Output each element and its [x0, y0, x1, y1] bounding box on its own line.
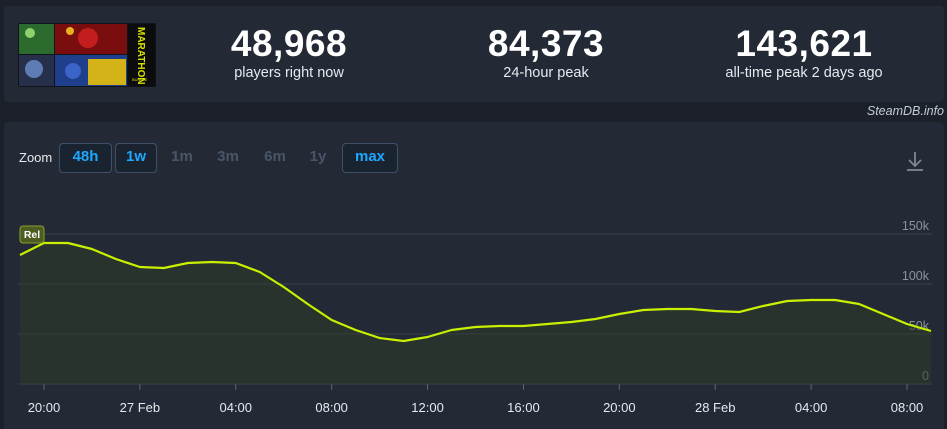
x-tick-label: 08:00	[891, 400, 924, 415]
download-button[interactable]	[904, 149, 926, 173]
x-tick-label: 27 Feb	[120, 400, 160, 415]
peak24-label: 24-hour peak	[503, 65, 589, 81]
zoom-label: Zoom	[19, 150, 53, 165]
y-tick-label: 150k	[902, 219, 930, 233]
current-players-stat: 48,968 players right now	[204, 24, 374, 82]
alltime-peak-label: all-time peak 2 days ago	[725, 65, 883, 81]
x-tick-label: 16:00	[507, 400, 540, 415]
zoom-max-button[interactable]: max	[342, 143, 398, 173]
zoom-48h-button[interactable]: 48h	[59, 143, 112, 173]
peak24-value: 84,373	[487, 23, 605, 64]
release-marker-badge	[19, 225, 45, 244]
game-thumbnail[interactable]: MARATHON BUNGIE	[18, 23, 156, 87]
game-cover-art: MARATHON BUNGIE	[18, 23, 156, 87]
x-tick-label: 20:00	[28, 400, 61, 415]
download-icon	[907, 152, 923, 171]
x-tick-label: 20:00	[603, 400, 636, 415]
series-line	[19, 241, 932, 343]
steamdb-credit[interactable]: SteamDB.info	[866, 104, 944, 118]
alltime-peak-stat: 143,621 all-time peak 2 days ago	[704, 24, 904, 82]
chart-panel: Zoom 48h 1w 1m 3m 6m 1y max 050k100k150k…	[4, 122, 944, 429]
release-marker-label: Rel	[24, 229, 40, 241]
stats-panel: MARATHON BUNGIE 48,968 players right now…	[4, 6, 944, 102]
game-publisher-text: BUNGIE	[132, 77, 148, 82]
current-players-label: players right now	[234, 65, 344, 81]
x-tick-label: 28 Feb	[695, 400, 735, 415]
x-tick-label: 08:00	[315, 400, 348, 415]
peak24-stat: 84,373 24-hour peak	[461, 24, 631, 82]
x-tick-label: 04:00	[795, 400, 828, 415]
current-players-value: 48,968	[230, 23, 348, 64]
zoom-6m-button[interactable]: 6m	[264, 148, 286, 165]
zoom-1w-button[interactable]: 1w	[115, 143, 157, 173]
zoom-3m-button[interactable]: 3m	[217, 148, 239, 165]
series-area	[20, 243, 931, 384]
zoom-1m-button[interactable]: 1m	[171, 148, 193, 165]
y-tick-label: 100k	[902, 269, 930, 283]
game-title-text: MARATHON	[135, 27, 146, 85]
alltime-peak-value: 143,621	[735, 23, 873, 64]
zoom-1y-button[interactable]: 1y	[309, 148, 327, 165]
x-tick-label: 12:00	[411, 400, 444, 415]
x-tick-label: 04:00	[219, 400, 252, 415]
